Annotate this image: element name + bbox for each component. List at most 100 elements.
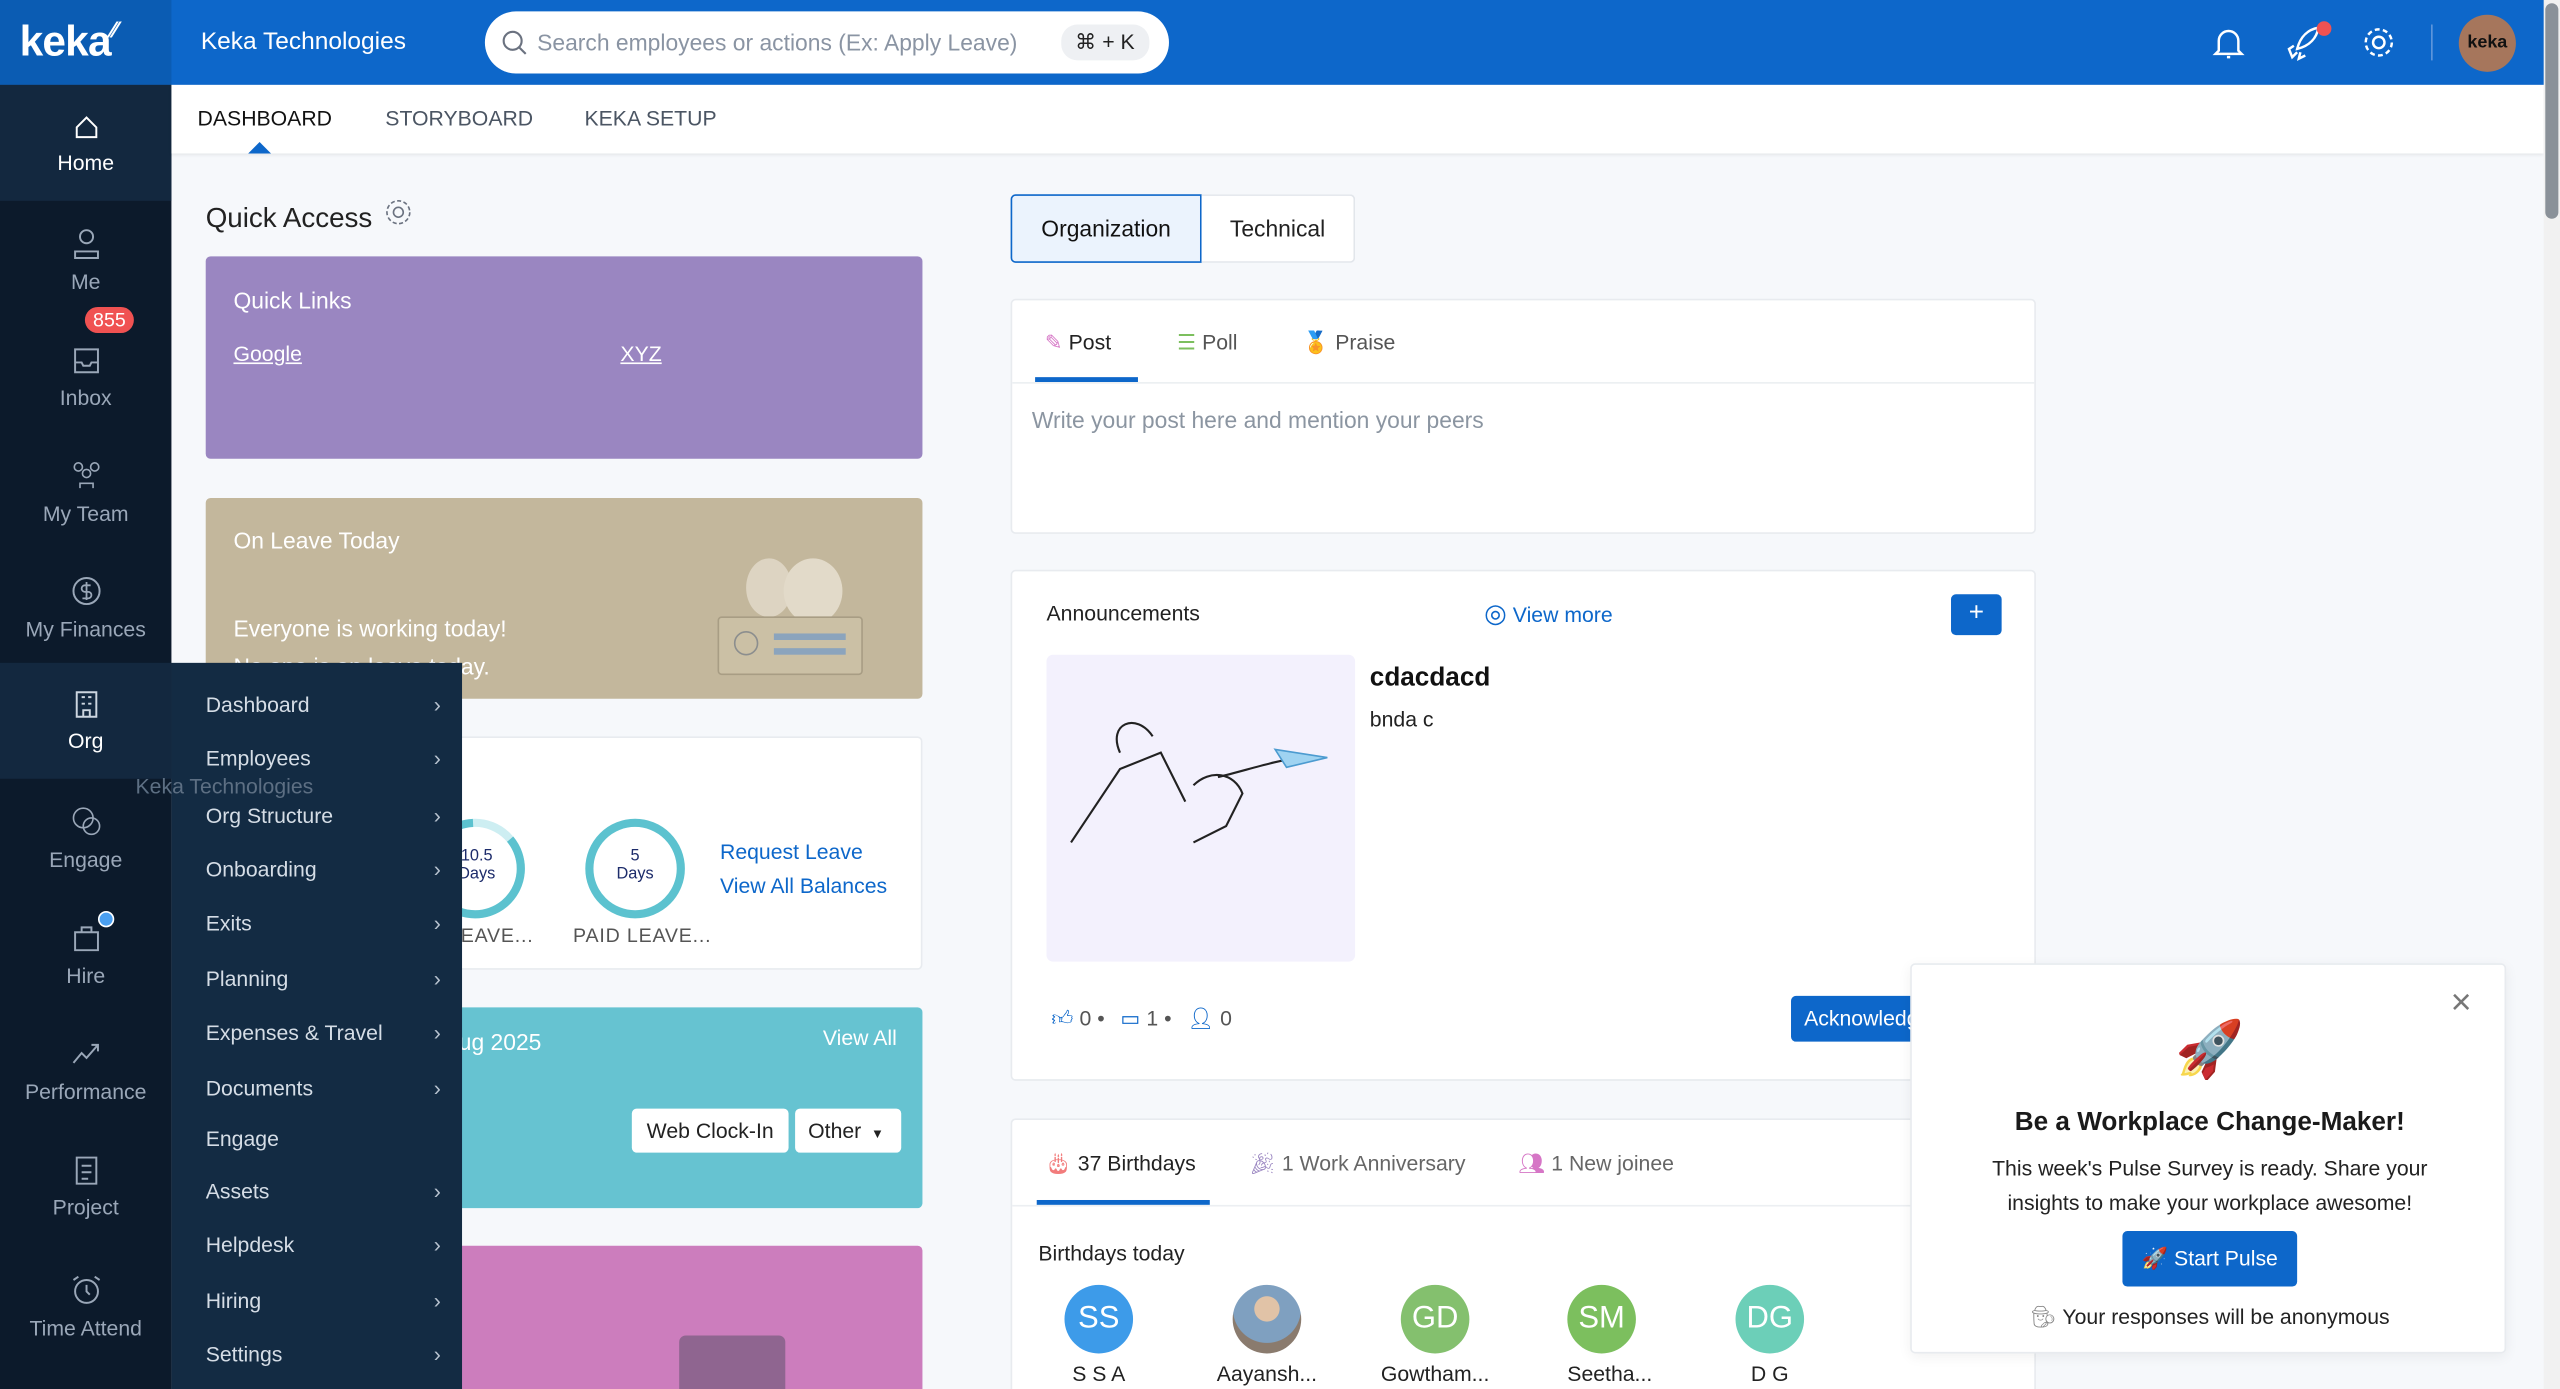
tab-poll[interactable]: ☰ Poll (1177, 330, 1237, 356)
other-dropdown[interactable]: Other ▼ (795, 1108, 902, 1153)
post-input[interactable]: Write your post here and mention your pe… (1031, 406, 1484, 433)
chevron-right-icon: › (433, 1020, 441, 1045)
sidebar-item-home[interactable]: Home (0, 84, 172, 201)
divider (1012, 382, 2035, 384)
add-announcement-button[interactable]: + (1951, 594, 2002, 636)
divider (1012, 1204, 2035, 1207)
tab-dashboard[interactable]: DASHBOARD (197, 106, 333, 131)
person-name: D G (1750, 1361, 1789, 1387)
menu-item-planning[interactable]: Planning › (206, 967, 451, 991)
menu-item-org-structure[interactable]: Org Structure › (206, 803, 451, 827)
menu-label: Hiring (205, 1288, 262, 1313)
on-leave-title: On Leave Today (233, 527, 400, 554)
paid-leave-label: PAID LEAVE... (573, 924, 712, 947)
menu-item-dashboard[interactable]: Dashboard › (206, 692, 451, 716)
building-icon (74, 691, 97, 718)
sidebar-item-org[interactable]: Org (0, 662, 172, 779)
anonymous-note: 🕵︎ Your responses will be anonymous (1912, 1304, 2508, 1330)
sidebar-item-inbox[interactable]: 855 Inbox (0, 306, 171, 433)
pulse-survey-popup: × 🚀 Be a Workplace Change-Maker! This we… (1910, 963, 2508, 1354)
sidebar-label: My Finances (25, 617, 146, 642)
sidebar-item-me[interactable]: Me (0, 201, 171, 317)
on-leave-message: Everyone is working today! (233, 615, 507, 642)
person-avatar[interactable]: GD (1400, 1284, 1470, 1354)
comment-icon[interactable]: ▭ (1120, 1005, 1141, 1031)
sidebar-item-project[interactable]: Project (0, 1133, 171, 1249)
sidebar-label: Hire (66, 963, 106, 988)
leave-type-label: LEAVE... (448, 924, 534, 947)
users-icon: 👥︎ (1518, 1151, 1546, 1176)
close-icon[interactable]: × (2450, 981, 2472, 1023)
tab-work-anniversary[interactable]: 🎉︎ 1 Work Anniversary (1249, 1151, 1466, 1177)
on-leave-card: On Leave Today Everyone is working today… (205, 497, 923, 699)
menu-label: Dashboard (205, 692, 310, 717)
logo-spark-icon: ⁄⁄ (110, 16, 118, 43)
tab-new-joinee[interactable]: 👥︎ 1 New joinee (1518, 1151, 1674, 1177)
tab-organization[interactable]: Organization (1010, 194, 1202, 263)
view-more-link[interactable]: ◎ View more (1484, 598, 1613, 631)
person-avatar[interactable]: SM (1567, 1284, 1636, 1354)
menu-item-hiring[interactable]: Hiring › (206, 1288, 451, 1312)
announcement-title: cdacdacd (1369, 664, 1491, 693)
web-clock-in-button[interactable]: Web Clock-In (631, 1108, 789, 1153)
inbox-badge: 855 (84, 306, 134, 334)
menu-item-assets[interactable]: Assets › (206, 1179, 451, 1203)
thumbs-up-icon[interactable]: 👍︎ (1051, 1005, 1074, 1031)
sidebar-label: Engage (49, 847, 123, 872)
sidebar-label: Home (57, 150, 115, 175)
search-box[interactable]: ⌘ + K (484, 11, 1169, 74)
start-pulse-button[interactable]: 🚀 Start Pulse (2122, 1231, 2298, 1287)
menu-item-onboarding[interactable]: Onboarding › (206, 857, 451, 881)
menu-item-documents[interactable]: Documents › (206, 1076, 451, 1100)
tab-post[interactable]: ✎ Post (1045, 330, 1111, 356)
keka-logo[interactable]: keka⁄⁄ (0, 0, 172, 85)
gear-icon[interactable] (2359, 23, 2398, 62)
scrollbar-thumb[interactable] (2545, 3, 2559, 219)
alarm-icon (72, 1275, 100, 1304)
menu-item-exits[interactable]: Exits › (206, 911, 451, 935)
sidebar-item-time-attend[interactable]: Time Attend (0, 1257, 171, 1373)
tab-storyboard[interactable]: STORYBOARD (385, 106, 534, 131)
quick-link-xyz[interactable]: XYZ (620, 341, 662, 366)
sidebar-item-engage[interactable]: Engage (0, 779, 171, 895)
active-tab-indicator (248, 142, 272, 154)
sidebar-label: Performance (24, 1079, 147, 1104)
cake-icon: 🎂︎ (1044, 1151, 1072, 1176)
tab-praise[interactable]: 🏅 Praise (1303, 330, 1396, 356)
menu-label: Expenses & Travel (205, 1020, 383, 1045)
tab-technical[interactable]: Technical (1201, 194, 1356, 263)
announcements-card: Announcements ◎ View more + cdacdacd bnd… (1010, 569, 2036, 1081)
person-avatar[interactable]: DG (1735, 1284, 1805, 1354)
poll-icon: ☰ (1177, 329, 1197, 355)
menu-item-expenses-travel[interactable]: Expenses & Travel › (206, 1020, 451, 1044)
view-all-balances-link[interactable]: View All Balances (719, 873, 888, 898)
person-avatar[interactable]: SS (1064, 1284, 1134, 1354)
menu-item-engage[interactable]: Engage (206, 1127, 451, 1151)
clipboard-icon (74, 1156, 97, 1185)
chat-icon (71, 807, 100, 836)
bell-icon[interactable] (2209, 23, 2248, 62)
user-check-icon[interactable]: 👤︎ (1187, 1005, 1215, 1031)
sidebar-item-performance[interactable]: Performance (0, 1011, 171, 1127)
menu-item-settings[interactable]: Settings › (206, 1342, 451, 1366)
sidebar-label: Me (70, 269, 101, 294)
sidebar-item-hire[interactable]: Hire (0, 895, 171, 1011)
user-avatar[interactable]: keka (2458, 14, 2516, 72)
promo-illustration (679, 1335, 786, 1389)
tab-keka-setup[interactable]: KEKA SETUP (584, 106, 717, 131)
sidebar-item-my-finances[interactable]: My Finances (0, 549, 171, 665)
birthdays-today-label: Birthdays today (1038, 1240, 1185, 1266)
person-avatar-photo[interactable] (1232, 1284, 1302, 1354)
attendance-view-all[interactable]: View All (822, 1025, 897, 1050)
tab-birthdays[interactable]: 🎂︎ 37 Birthdays (1045, 1151, 1196, 1177)
quick-link-google[interactable]: Google (233, 341, 302, 366)
quick-access-settings-icon[interactable] (384, 198, 413, 227)
menu-item-helpdesk[interactable]: Helpdesk › (206, 1233, 451, 1257)
search-input[interactable] (537, 11, 1044, 74)
sidebar-item-my-team[interactable]: My Team (0, 433, 171, 549)
chevron-right-icon: › (433, 1075, 441, 1101)
post-composer-card: ✎ Post ☰ Poll 🏅 Praise Write your post h… (1010, 298, 2036, 534)
menu-item-employees[interactable]: Employees › (206, 746, 451, 770)
scrollbar-track[interactable] (2543, 0, 2560, 1389)
request-leave-link[interactable]: Request Leave (719, 839, 863, 864)
